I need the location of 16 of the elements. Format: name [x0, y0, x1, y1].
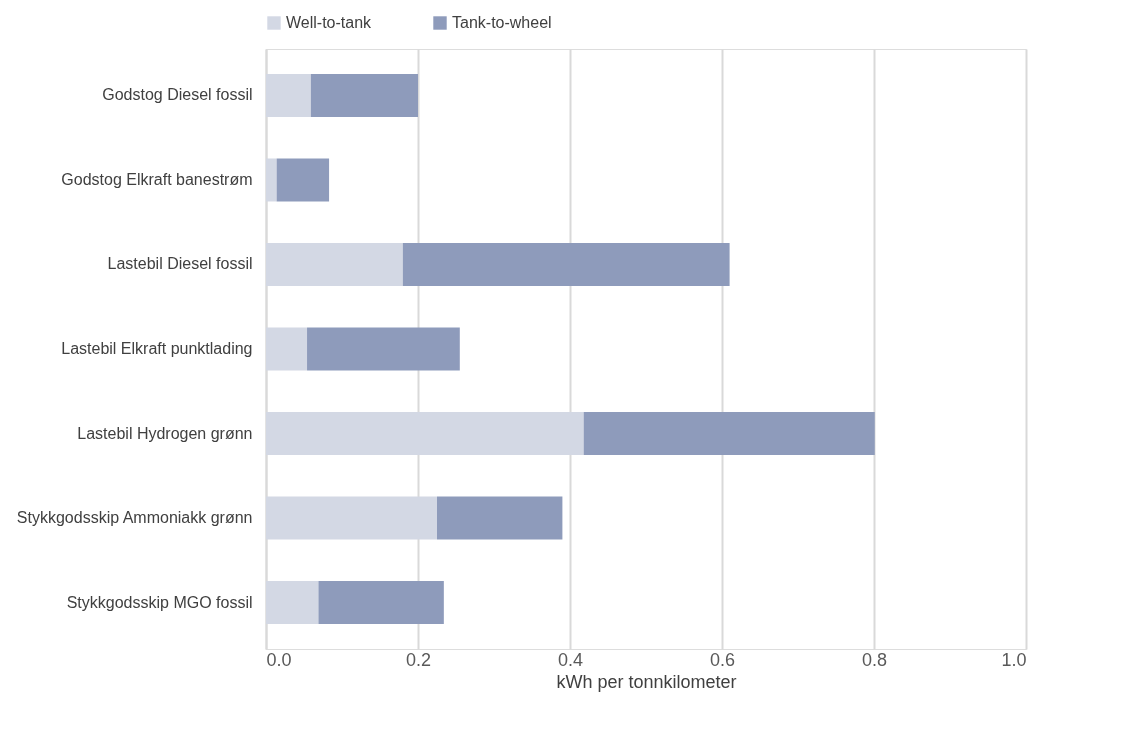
- y-tick-label: Lastebil Elkraft punktlading: [61, 340, 253, 357]
- x-tick-label: 0.2: [405, 649, 432, 670]
- x-tick-label: 0.8: [861, 649, 888, 670]
- legend-label: Well-to-tank: [286, 14, 373, 31]
- y-tick-label: Lastebil Diesel fossil: [107, 255, 253, 273]
- y-tick-label: Godstog Diesel fossil: [102, 86, 253, 104]
- y-tick-label: Stykkgodsskip MGO fossil: [66, 593, 253, 611]
- x-tick-label: 1.0: [1001, 649, 1027, 670]
- x-axis-title: kWh per tonnkilometer: [556, 671, 737, 692]
- y-tick-label: Godstog Elkraft banestrøm: [61, 170, 253, 188]
- y-tick-label: Stykkgodsskip Ammoniakk grønn: [16, 509, 253, 527]
- x-tick-label: 0.4: [557, 649, 584, 670]
- legend-label: Tank-to-wheel: [452, 14, 552, 31]
- y-tick-label: Lastebil Hydrogen grønn: [77, 424, 253, 442]
- x-tick-label: 0.0: [266, 649, 292, 670]
- x-tick-label: 0.6: [709, 649, 736, 670]
